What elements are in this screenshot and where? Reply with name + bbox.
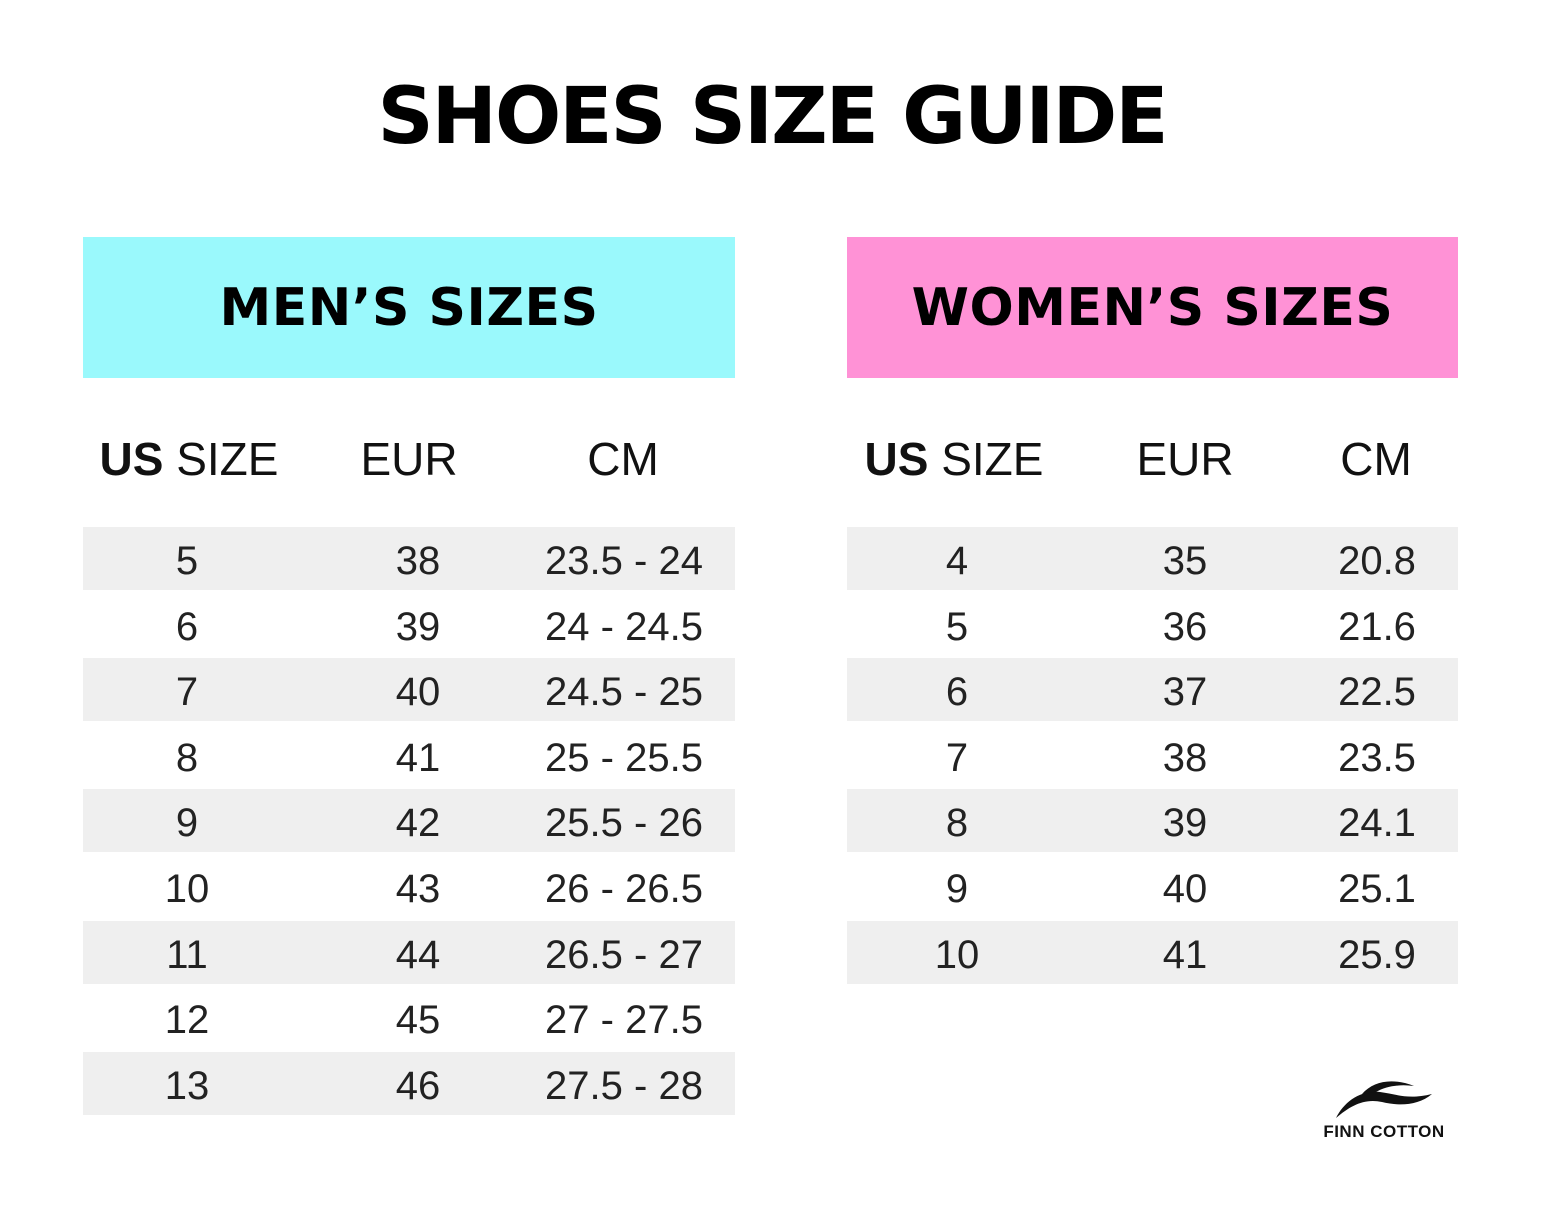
- table-row: 8 41 25 - 25.5: [83, 724, 735, 787]
- table-row: 6 37 22.5: [847, 658, 1458, 722]
- men-cm-cell: 24 - 24.5: [545, 604, 703, 649]
- table-row: 4 35 20.8: [847, 527, 1458, 590]
- women-us-header-rest: SIZE: [928, 433, 1044, 485]
- men-us-cell: 5: [175, 539, 199, 583]
- women-cm-cell: 25.9: [1338, 932, 1416, 977]
- women-eur-header: EUR: [1136, 433, 1234, 485]
- men-eur-cell: 46: [395, 1063, 441, 1108]
- men-cm-cell: 24.5 - 25: [545, 670, 703, 715]
- men-cm-cell: 25 - 25.5: [545, 735, 703, 780]
- women-sizes-heading: WOMEN’S SIZES: [847, 237, 1458, 378]
- women-cm-cell: 24.1: [1338, 801, 1416, 846]
- table-row: 7 40 24.5 - 25: [83, 658, 735, 722]
- men-us-cell: 6: [175, 604, 199, 649]
- women-us-cell: 5: [945, 604, 969, 649]
- women-cm-cell: 25.1: [1338, 866, 1416, 911]
- women-size-table: 4 35 20.8 5 36 21.6 6 37 22.5 7 38 23.5 8 39 24.1 9 40 25…: [847, 527, 1458, 986]
- men-eur-cell: 45: [395, 998, 441, 1043]
- men-eur-cell: 39: [395, 604, 441, 649]
- men-us-cell: 12: [164, 998, 210, 1043]
- men-size-table: 5 38 23.5 - 24 6 39 24 - 24.5 7 40 24.5 - 25 8 41 2…: [83, 527, 735, 1117]
- table-row: 10 43 26 - 26.5: [83, 855, 735, 918]
- table-row: 5 38 23.5 - 24: [83, 527, 735, 590]
- table-row: 9 42 25.5 - 26: [83, 789, 735, 853]
- men-eur-header: EUR: [360, 433, 458, 485]
- men-eur-cell: 40: [395, 670, 441, 715]
- women-us-cell: 4: [945, 539, 969, 583]
- table-row: 11 44 26.5 - 27: [83, 920, 735, 984]
- women-cm-cell: 23.5: [1338, 735, 1416, 780]
- women-cm-cell: 22.5: [1338, 670, 1416, 715]
- women-cm-cell: 21.6: [1338, 604, 1416, 649]
- women-eur-cell: 40: [1162, 866, 1208, 911]
- men-eur-cell: 43: [395, 866, 441, 911]
- women-sizes-panel: WOMEN’S SIZES US SIZE EUR CM 4 35 20.8 5 36 2…: [847, 237, 1458, 984]
- men-sizes-heading: MEN’S SIZES: [83, 237, 735, 378]
- table-row: 9 40 25.1: [847, 855, 1458, 918]
- men-us-cell: 7: [175, 670, 199, 715]
- women-eur-cell: 38: [1162, 735, 1208, 780]
- men-us-size-header: US SIZE: [100, 429, 279, 489]
- men-cm-cell: 27.5 - 28: [545, 1063, 703, 1108]
- brand-logo: FINN COTTON: [1310, 1076, 1458, 1152]
- women-us-cell: 8: [945, 801, 969, 846]
- men-cm-cell: 23.5 - 24: [545, 539, 703, 583]
- men-eur-cell: 44: [395, 932, 441, 977]
- women-us-cell: 6: [945, 670, 969, 715]
- women-cm-header: CM: [1340, 433, 1412, 485]
- women-us-size-header: US SIZE: [865, 429, 1044, 489]
- women-cm-cell: 20.8: [1338, 539, 1416, 583]
- women-eur-cell: 35: [1162, 539, 1208, 583]
- wave-logo-icon: [1336, 1081, 1432, 1118]
- men-cm-cell: 27 - 27.5: [545, 998, 703, 1043]
- brand-name: FINN COTTON: [1323, 1122, 1445, 1141]
- men-us-cell: 8: [175, 735, 199, 780]
- men-us-cell: 13: [164, 1063, 210, 1108]
- table-row: 6 39 24 - 24.5: [83, 593, 735, 656]
- men-eur-cell: 38: [395, 539, 441, 583]
- table-row: 10 41 25.9: [847, 920, 1458, 984]
- men-eur-cell: 42: [395, 801, 441, 846]
- men-cm-cell: 25.5 - 26: [545, 801, 703, 846]
- men-us-header-rest: SIZE: [163, 433, 279, 485]
- women-eur-cell: 41: [1162, 932, 1208, 977]
- women-us-cell: 10: [934, 932, 980, 977]
- page-title: SHOES SIZE GUIDE: [377, 72, 1169, 162]
- men-eur-cell: 41: [395, 735, 441, 780]
- men-us-header-bold: US: [99, 433, 164, 485]
- men-sizes-panel: MEN’S SIZES US SIZE EUR CM 5 38 23.5 - 24 6…: [83, 237, 735, 1115]
- men-us-cell: 9: [175, 801, 199, 846]
- men-us-cell: 10: [164, 866, 210, 911]
- men-cm-cell: 26.5 - 27: [545, 932, 703, 977]
- men-us-cell: 11: [166, 932, 208, 977]
- women-eur-cell: 36: [1162, 604, 1208, 649]
- men-cm-header: CM: [587, 433, 659, 485]
- women-us-header-bold: US: [864, 433, 929, 485]
- table-row: 7 38 23.5: [847, 724, 1458, 787]
- table-row: 12 45 27 - 27.5: [83, 986, 735, 1049]
- table-row: 8 39 24.1: [847, 789, 1458, 853]
- women-eur-cell: 37: [1162, 670, 1208, 715]
- men-cm-cell: 26 - 26.5: [545, 866, 703, 911]
- table-row: 13 46 27.5 - 28: [83, 1051, 735, 1115]
- women-eur-cell: 39: [1162, 801, 1208, 846]
- table-row: 5 36 21.6: [847, 593, 1458, 656]
- women-us-cell: 7: [945, 735, 969, 780]
- women-us-cell: 9: [945, 866, 969, 911]
